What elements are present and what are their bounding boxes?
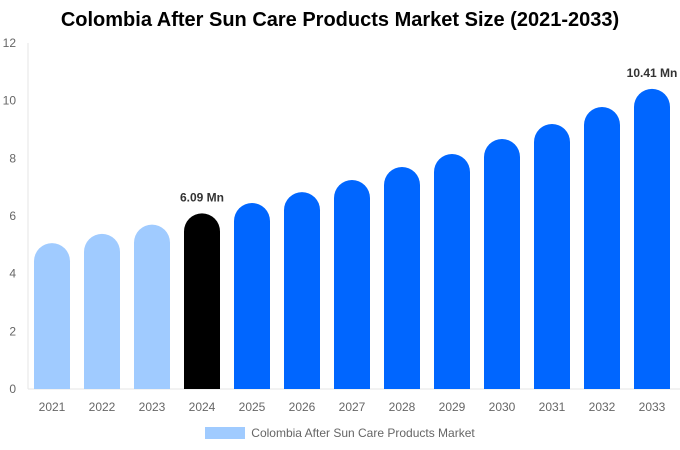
x-tick-label: 2030 bbox=[489, 400, 516, 414]
x-tick-label: 2032 bbox=[589, 400, 616, 414]
x-tick-label: 2024 bbox=[189, 400, 216, 414]
bar-2029 bbox=[434, 154, 470, 389]
bar-2032 bbox=[584, 107, 620, 389]
y-tick-label: 6 bbox=[9, 209, 16, 223]
x-tick-label: 2025 bbox=[239, 400, 266, 414]
legend-swatch bbox=[205, 427, 246, 439]
bar-2022 bbox=[84, 233, 120, 389]
y-tick-label: 0 bbox=[9, 382, 16, 396]
bar-2021 bbox=[34, 243, 70, 389]
bar-2026 bbox=[284, 192, 320, 389]
x-tick-label: 2021 bbox=[39, 400, 66, 414]
bar-2030 bbox=[484, 139, 520, 389]
bar-2027 bbox=[334, 179, 370, 389]
x-tick-label: 2028 bbox=[389, 400, 416, 414]
x-tick-label: 2022 bbox=[89, 400, 116, 414]
legend-label: Colombia After Sun Care Products Market bbox=[251, 426, 475, 440]
y-tick-label: 12 bbox=[3, 36, 17, 50]
data-label-2033: 10.41 Mn bbox=[627, 66, 678, 80]
x-tick-label: 2033 bbox=[639, 400, 666, 414]
y-tick-label: 10 bbox=[3, 94, 17, 108]
bar-2024 bbox=[184, 213, 220, 389]
x-tick-label: 2029 bbox=[439, 400, 466, 414]
data-label-2024: 6.09 Mn bbox=[180, 190, 224, 204]
x-tick-label: 2031 bbox=[539, 400, 566, 414]
bar-2023 bbox=[134, 224, 170, 389]
x-tick-label: 2026 bbox=[289, 400, 316, 414]
bar-2025 bbox=[234, 203, 270, 389]
x-tick-label: 2023 bbox=[139, 400, 166, 414]
chart-title: Colombia After Sun Care Products Market … bbox=[60, 9, 620, 31]
bar-2033 bbox=[634, 88, 670, 389]
x-tick-label: 2027 bbox=[339, 400, 366, 414]
y-tick-label: 2 bbox=[9, 324, 16, 338]
bar-2028 bbox=[384, 166, 420, 389]
legend: Colombia After Sun Care Products Market bbox=[0, 426, 680, 440]
y-tick-label: 8 bbox=[9, 151, 16, 165]
bar-2031 bbox=[534, 124, 570, 389]
y-tick-label: 4 bbox=[9, 267, 16, 281]
